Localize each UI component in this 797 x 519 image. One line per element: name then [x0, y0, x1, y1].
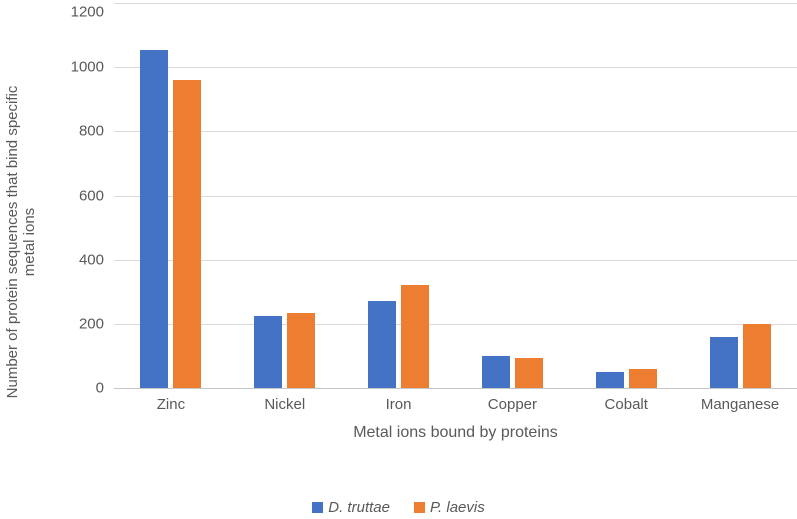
gridline-400 — [114, 259, 797, 261]
bar-d-truttae-copper — [481, 355, 510, 388]
y-tick-label-0: 0 — [95, 379, 104, 397]
bar-p-laevis-cobalt — [628, 368, 657, 388]
x-tick-label-nickel: Nickel — [264, 396, 306, 413]
bar-group-cobalt — [569, 3, 683, 388]
bar-d-truttae-manganese — [709, 336, 738, 388]
bar-d-truttae-zinc — [140, 49, 169, 388]
gridline-1200 — [114, 3, 797, 4]
y-tick-label-200: 200 — [78, 315, 104, 333]
y-tick-label-1000: 1000 — [70, 58, 104, 76]
y-tick-label-400: 400 — [78, 251, 104, 269]
legend-swatch-p-laevis — [413, 501, 425, 513]
bar-p-laevis-zinc — [173, 80, 202, 388]
y-tick-label-800: 800 — [78, 122, 104, 140]
bar-group-copper — [455, 3, 569, 388]
gridline-1000 — [114, 67, 797, 69]
legend-label-d-truttae: D. truttae — [328, 498, 390, 516]
legend-item-d-truttae: D. truttae — [312, 499, 390, 516]
bars — [114, 3, 797, 388]
bar-d-truttae-cobalt — [595, 372, 624, 388]
bar-group-zinc — [114, 3, 228, 388]
bar-p-laevis-copper — [514, 357, 543, 388]
legend-item-p-laevis: P. laevis — [413, 498, 485, 516]
plot-area — [114, 3, 797, 389]
bar-group-nickel — [228, 3, 342, 388]
bar-p-laevis-nickel — [287, 312, 316, 388]
x-axis-title: Metal ions bound by proteins — [353, 424, 558, 441]
x-tick-label-cobalt: Cobalt — [604, 396, 648, 413]
gridline-600 — [114, 195, 797, 197]
legend-swatch-d-truttae — [312, 501, 324, 513]
legend: D. truttae P. laevis — [0, 498, 797, 516]
y-axis-ticks: 0 200 400 600 800 1000 1200 — [0, 3, 104, 397]
gridline-800 — [114, 131, 797, 133]
bar-group-iron — [342, 3, 456, 388]
x-tick-label-copper: Copper — [487, 396, 537, 413]
bar-d-truttae-nickel — [254, 315, 283, 388]
legend-label-p-laevis: P. laevis — [429, 498, 485, 516]
bar-group-manganese — [683, 3, 797, 388]
bar-p-laevis-manganese — [742, 323, 771, 388]
x-axis-labels: Zinc Nickel Iron Copper Cobalt Manganese — [114, 396, 797, 413]
gridline-200 — [114, 323, 797, 325]
y-tick-label-600: 600 — [78, 187, 104, 204]
x-tick-label-manganese: Manganese — [700, 396, 780, 413]
bar-d-truttae-iron — [368, 301, 397, 388]
x-tick-label-zinc: Zinc — [156, 396, 186, 413]
x-tick-label-iron: Iron — [385, 396, 412, 413]
bar-p-laevis-iron — [401, 285, 430, 388]
y-tick-label-1200: 1200 — [70, 3, 104, 21]
